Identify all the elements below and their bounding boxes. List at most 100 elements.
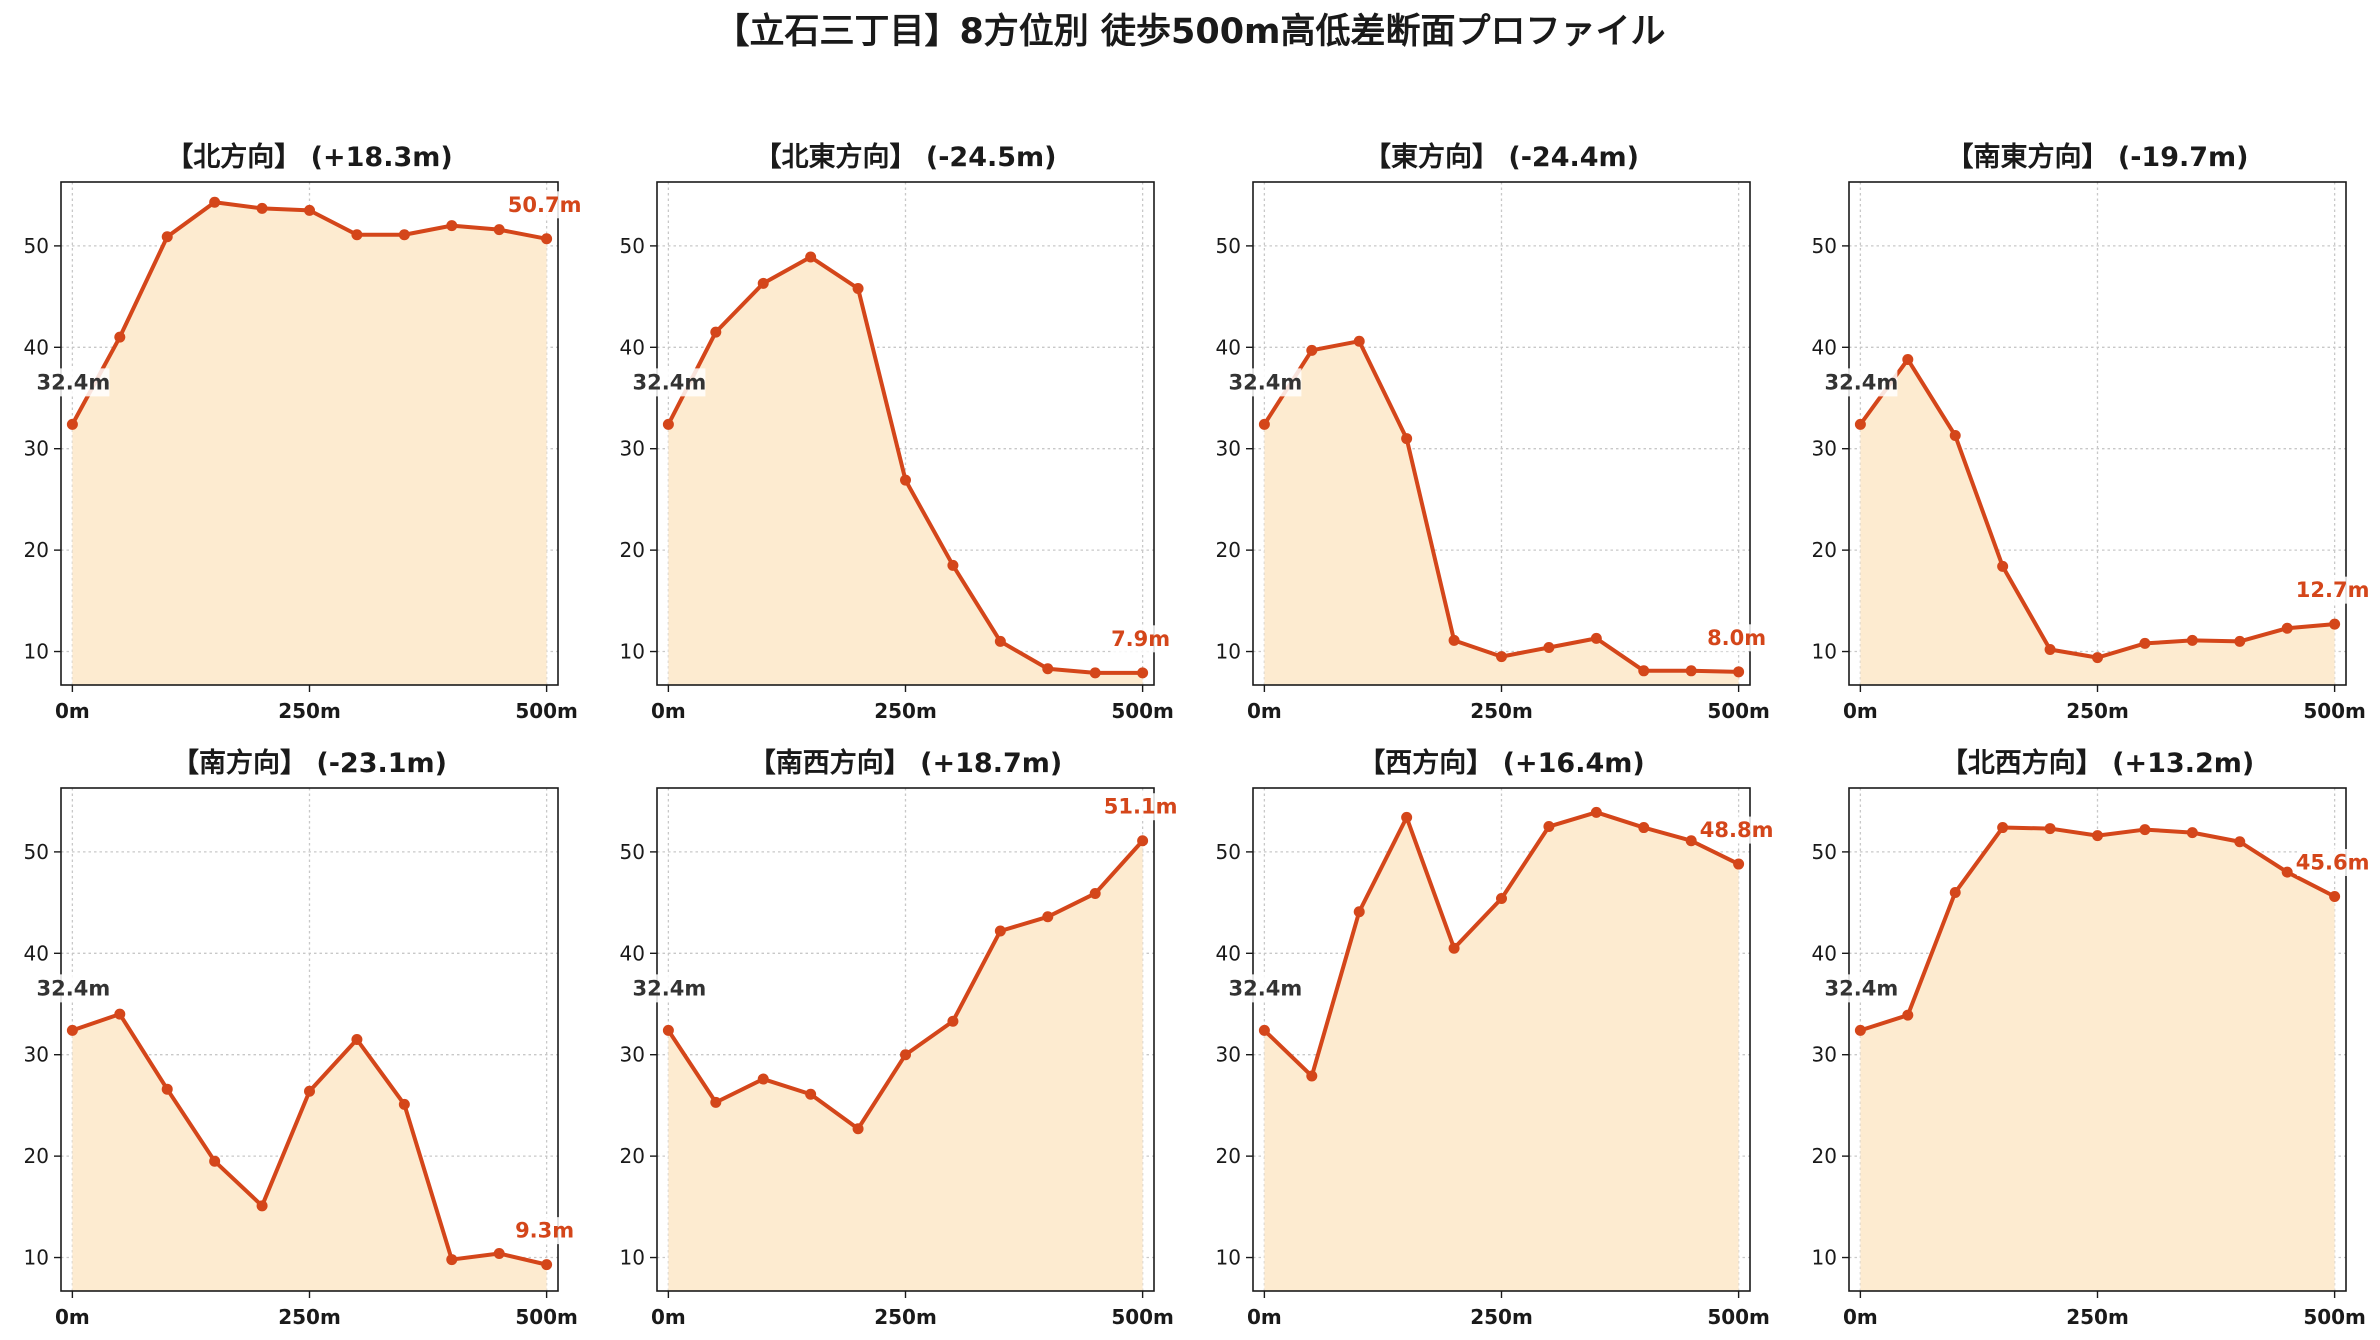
data-point: [1997, 822, 2009, 834]
data-point: [2281, 866, 2293, 878]
start-label-bg: [633, 368, 706, 397]
data-point: [710, 1096, 722, 1108]
figure-title: 【立石三丁目】8方位別 徒歩500m高低差断面プロファイル: [714, 12, 1666, 52]
start-elevation-label: 32.4m: [633, 976, 707, 1000]
start-elevation-label: 32.4m: [1825, 976, 1899, 1000]
data-point: [1733, 858, 1745, 870]
subplot-title: 【東方向】 (-24.4m): [1364, 141, 1639, 173]
data-point: [351, 1034, 363, 1045]
y-tick-label: 50: [620, 234, 645, 258]
data-point: [2186, 827, 2198, 839]
elevation-area: [1264, 341, 1739, 685]
data-point: [1089, 667, 1101, 679]
start-elevation-label: 32.4m: [37, 976, 111, 1000]
start-label-bg: [1825, 974, 1898, 1003]
y-tick-label: 50: [1812, 234, 1837, 258]
elevation-area: [1860, 359, 2335, 685]
data-point: [161, 1083, 173, 1095]
data-point: [900, 474, 911, 486]
elevation-area: [72, 1014, 547, 1291]
y-tick-label: 40: [1812, 941, 1837, 965]
end-label-bg: [1707, 624, 1766, 652]
subplot-title: 【南西方向】 (+18.7m): [749, 747, 1062, 779]
y-tick-label: 20: [1812, 1144, 1837, 1168]
data-point: [757, 277, 769, 289]
data-point: [1448, 942, 1460, 954]
end-elevation-label: 51.1m: [1104, 795, 1178, 819]
x-tick-label: 0m: [1843, 1305, 1878, 1329]
subplot-title: 【北方向】 (+18.3m): [166, 141, 452, 173]
y-tick-label: 20: [24, 1144, 49, 1168]
start-label-bg: [1229, 368, 1302, 397]
y-tick-label: 20: [1812, 538, 1837, 562]
data-point: [1042, 663, 1054, 675]
elevation-area: [72, 202, 547, 685]
data-point: [710, 326, 722, 338]
data-point: [1590, 632, 1602, 644]
end-label-bg: [2297, 576, 2369, 604]
data-point: [1949, 430, 1961, 442]
y-tick-label: 30: [24, 437, 49, 461]
subplot-title: 【西方向】 (+16.4m): [1358, 747, 1644, 779]
x-tick-label: 500m: [515, 699, 578, 723]
x-tick-label: 250m: [1470, 1305, 1533, 1329]
y-tick-label: 10: [1812, 1246, 1837, 1270]
y-tick-label: 40: [1216, 335, 1241, 359]
y-tick-label: 30: [620, 437, 645, 461]
data-point: [398, 229, 410, 241]
data-point: [1590, 806, 1602, 818]
x-tick-label: 500m: [1707, 699, 1770, 723]
x-tick-label: 250m: [874, 699, 937, 723]
start-elevation-label: 32.4m: [1825, 370, 1899, 394]
x-tick-label: 250m: [278, 1305, 341, 1329]
end-label-bg: [1701, 816, 1773, 844]
start-label-bg: [1825, 368, 1898, 397]
y-tick-label: 40: [620, 941, 645, 965]
data-point: [2329, 618, 2341, 630]
x-tick-label: 500m: [1707, 1305, 1770, 1329]
data-point: [1089, 887, 1101, 899]
data-point: [1258, 1024, 1270, 1036]
data-point: [1902, 1009, 1914, 1021]
data-point: [2281, 622, 2293, 634]
data-point: [1496, 651, 1507, 663]
data-point: [256, 1200, 268, 1212]
data-point: [2092, 830, 2103, 842]
data-point: [66, 1024, 78, 1036]
x-tick-label: 500m: [2303, 1305, 2366, 1329]
start-elevation-label: 32.4m: [37, 370, 111, 394]
end-label-bg: [515, 1217, 574, 1245]
end-elevation-label: 9.3m: [515, 1219, 574, 1243]
start-label-bg: [37, 974, 110, 1003]
x-tick-label: 250m: [874, 1305, 937, 1329]
y-tick-label: 30: [24, 1043, 49, 1067]
data-point: [351, 229, 363, 241]
data-point: [446, 1254, 458, 1266]
data-point: [2329, 891, 2341, 903]
data-point: [541, 1259, 553, 1271]
y-tick-label: 40: [620, 335, 645, 359]
y-tick-label: 10: [620, 640, 645, 664]
data-point: [1685, 665, 1697, 677]
x-tick-label: 250m: [2066, 699, 2129, 723]
subplot-title: 【南東方向】 (-19.7m): [1946, 141, 2248, 173]
y-tick-label: 50: [1216, 234, 1241, 258]
elevation-area: [1860, 827, 2335, 1291]
y-tick-label: 20: [620, 538, 645, 562]
data-point: [2092, 652, 2103, 664]
data-point: [1137, 835, 1149, 847]
data-point: [994, 925, 1006, 937]
data-point: [1638, 822, 1650, 834]
elevation-area: [668, 257, 1143, 685]
data-point: [2186, 634, 2198, 646]
subplot-title: 【北東方向】 (-24.5m): [754, 141, 1056, 173]
data-point: [2234, 836, 2246, 848]
data-point: [114, 1008, 126, 1020]
data-point: [1685, 835, 1697, 847]
data-point: [2139, 824, 2151, 836]
x-tick-label: 0m: [55, 699, 90, 723]
